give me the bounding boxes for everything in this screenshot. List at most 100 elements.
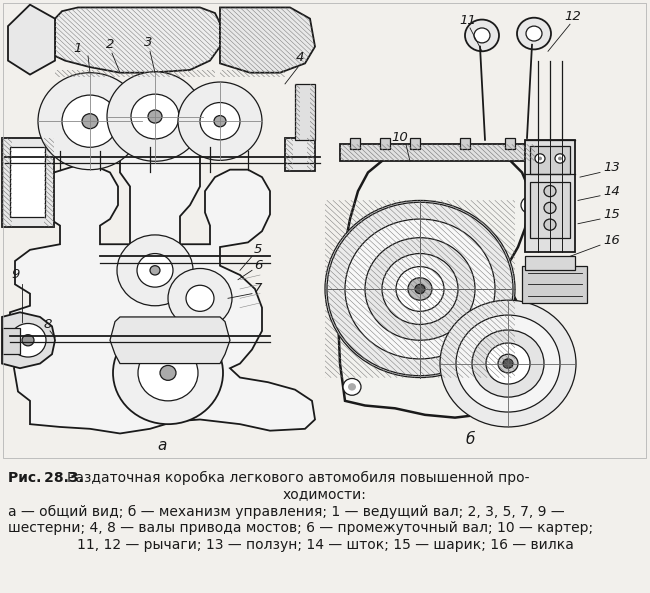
Circle shape: [521, 197, 539, 213]
Bar: [350, 138, 360, 149]
Circle shape: [113, 321, 223, 424]
Circle shape: [544, 186, 556, 197]
Circle shape: [408, 278, 432, 300]
Circle shape: [472, 330, 544, 397]
Text: шестерни; 4, 8 — валы привода мостов; 6 — промежуточный вал; 10 — картер;: шестерни; 4, 8 — валы привода мостов; 6 …: [8, 521, 593, 535]
Text: 11, 12 — рычаги; 13 — ползун; 14 — шток; 15 — шарик; 16 — вилка: 11, 12 — рычаги; 13 — ползун; 14 — шток;…: [77, 538, 573, 552]
Circle shape: [518, 355, 536, 372]
Circle shape: [131, 94, 179, 139]
Bar: [525, 140, 575, 251]
Circle shape: [345, 219, 495, 359]
Circle shape: [343, 280, 361, 297]
Circle shape: [526, 202, 534, 209]
Circle shape: [558, 157, 562, 160]
Text: 12: 12: [565, 10, 581, 23]
Text: б: б: [465, 432, 474, 448]
Text: 14: 14: [604, 184, 620, 197]
Circle shape: [62, 95, 118, 147]
Text: а: а: [157, 438, 166, 453]
Circle shape: [138, 345, 198, 401]
Circle shape: [526, 26, 542, 41]
Circle shape: [555, 154, 565, 163]
Text: 2: 2: [106, 38, 114, 51]
Circle shape: [214, 116, 226, 127]
Circle shape: [186, 285, 214, 311]
Circle shape: [415, 284, 425, 294]
Bar: [460, 138, 470, 149]
Text: 5: 5: [254, 243, 262, 256]
Circle shape: [517, 18, 551, 49]
Circle shape: [148, 110, 162, 123]
Polygon shape: [2, 313, 55, 368]
Polygon shape: [55, 8, 220, 73]
Polygon shape: [338, 147, 530, 417]
Circle shape: [406, 276, 434, 302]
Circle shape: [137, 254, 173, 287]
Bar: [380, 138, 390, 149]
Circle shape: [414, 283, 426, 295]
Bar: [295, 84, 315, 140]
Polygon shape: [220, 8, 315, 73]
Bar: [522, 266, 587, 303]
Circle shape: [503, 359, 513, 368]
Circle shape: [456, 315, 560, 412]
Text: 1: 1: [74, 42, 82, 55]
Bar: [505, 138, 515, 149]
Text: а — общий вид; б — механизм управления; 1 — ведущий вал; 2, 3, 5, 7, 9 —: а — общий вид; б — механизм управления; …: [8, 505, 565, 519]
Circle shape: [150, 266, 160, 275]
Circle shape: [362, 235, 478, 343]
Circle shape: [474, 28, 490, 43]
Circle shape: [22, 334, 34, 346]
Circle shape: [327, 202, 513, 376]
Circle shape: [392, 263, 448, 315]
Circle shape: [82, 114, 98, 129]
Text: 7: 7: [254, 282, 262, 295]
Text: 6: 6: [254, 259, 262, 272]
Circle shape: [486, 343, 530, 384]
Circle shape: [342, 216, 498, 362]
Text: 9: 9: [12, 269, 20, 282]
Circle shape: [327, 202, 513, 376]
Circle shape: [382, 254, 458, 324]
Circle shape: [160, 365, 176, 380]
Bar: [2, 138, 54, 227]
Text: 8: 8: [44, 318, 52, 331]
Polygon shape: [8, 5, 55, 75]
Text: 15: 15: [604, 208, 620, 221]
Polygon shape: [110, 317, 230, 364]
Text: 11: 11: [460, 14, 476, 27]
Circle shape: [168, 269, 232, 328]
Circle shape: [178, 82, 262, 160]
Text: 16: 16: [604, 234, 620, 247]
Polygon shape: [525, 256, 575, 270]
Circle shape: [325, 200, 515, 378]
Bar: [10, 147, 45, 217]
Text: 3: 3: [144, 36, 152, 49]
Circle shape: [523, 360, 531, 367]
Circle shape: [544, 219, 556, 230]
Circle shape: [396, 267, 444, 311]
Bar: [530, 146, 570, 174]
Bar: [530, 182, 570, 238]
Circle shape: [107, 72, 203, 161]
Bar: [340, 145, 535, 161]
Text: Раздаточная коробка легкового автомобиля повышенной про-: Раздаточная коробка легкового автомобиля…: [60, 471, 530, 484]
Text: 10: 10: [391, 132, 408, 145]
Bar: [285, 138, 315, 171]
Bar: [2, 328, 20, 354]
Circle shape: [378, 250, 462, 328]
Circle shape: [365, 238, 475, 340]
Bar: [410, 138, 420, 149]
Circle shape: [117, 235, 193, 306]
Text: ходимости:: ходимости:: [283, 487, 367, 500]
Circle shape: [348, 383, 356, 391]
Circle shape: [10, 323, 46, 357]
Circle shape: [498, 354, 518, 373]
Circle shape: [538, 157, 542, 160]
Circle shape: [348, 285, 356, 293]
Polygon shape: [10, 133, 315, 433]
Circle shape: [440, 300, 576, 427]
Circle shape: [343, 378, 361, 396]
Circle shape: [544, 202, 556, 213]
Text: Рис. 28.3.: Рис. 28.3.: [8, 471, 84, 484]
